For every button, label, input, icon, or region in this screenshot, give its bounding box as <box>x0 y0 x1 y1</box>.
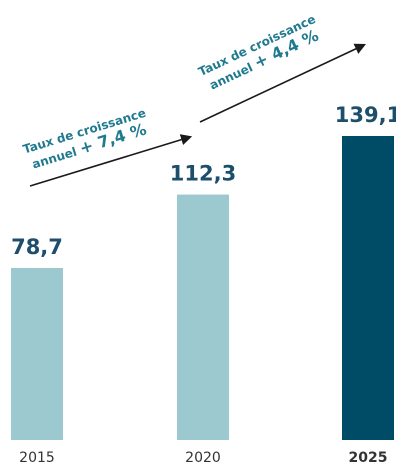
value-label-2015: 78,7 <box>11 235 63 259</box>
growth-arrow-2020-2025 <box>199 43 367 123</box>
growth-arrow-2015-2020 <box>29 134 193 187</box>
bar-2020 <box>177 194 229 440</box>
category-label-2020: 2020 <box>185 450 221 466</box>
category-label-2025: 2025 <box>349 450 388 466</box>
value-label-2025: 139,1 <box>335 103 396 127</box>
value-labels-group: 78,7 112,3 139,1 <box>11 103 396 259</box>
value-label-2020: 112,3 <box>170 162 236 186</box>
bars-group <box>11 135 394 440</box>
category-label-2015: 2015 <box>19 450 55 466</box>
bar-2025 <box>342 135 394 440</box>
category-labels-group: 2015 2020 2025 <box>19 450 387 466</box>
bar-2015 <box>11 268 63 440</box>
